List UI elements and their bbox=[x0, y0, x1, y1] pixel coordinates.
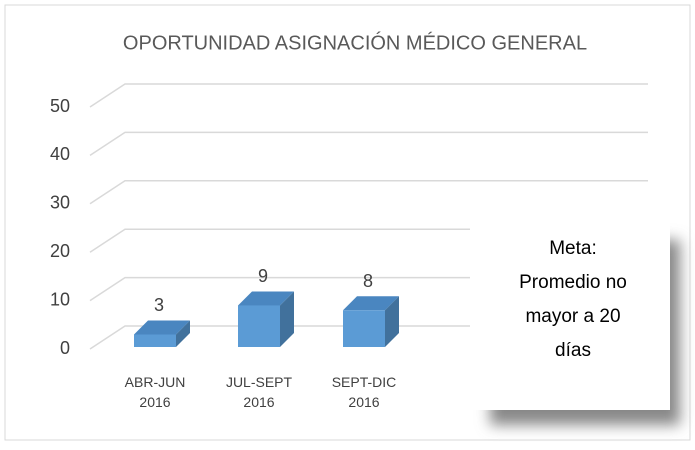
annotation-background bbox=[470, 222, 670, 410]
annotation-text: mayor a 20 bbox=[525, 306, 620, 327]
annotation-text: Meta: bbox=[549, 238, 597, 259]
bar-front bbox=[343, 310, 385, 347]
bar bbox=[134, 320, 190, 347]
bar bbox=[238, 291, 294, 347]
annotation-box: Meta: Promedio no mayor a 20 días bbox=[470, 222, 680, 425]
grid-line bbox=[89, 131, 648, 157]
bar-front bbox=[134, 334, 176, 347]
bar-side bbox=[280, 291, 294, 347]
y-tick-label: 50 bbox=[50, 96, 70, 116]
value-label: 8 bbox=[363, 271, 373, 291]
annotation-text: días bbox=[555, 340, 591, 361]
bar bbox=[343, 296, 399, 347]
x-tick-label: SEPT-DIC 2016 bbox=[332, 374, 397, 410]
x-tick-label: ABR-JUN 2016 bbox=[125, 374, 186, 410]
y-tick-label: 40 bbox=[50, 144, 70, 164]
bar-front bbox=[238, 305, 280, 347]
bar-side bbox=[176, 320, 190, 347]
value-label: 3 bbox=[154, 295, 164, 315]
bar-top bbox=[238, 291, 294, 306]
y-tick-label: 30 bbox=[50, 193, 70, 213]
grid: 0 10 20 30 40 50 ABR-JUN 2016 3 JUL-SEPT 2016 9 SEPT… bbox=[50, 83, 648, 410]
value-label: 9 bbox=[258, 266, 268, 286]
bar-side bbox=[385, 296, 399, 347]
y-tick-label: 20 bbox=[50, 241, 70, 261]
grid-line bbox=[89, 180, 648, 205]
chart-title: OPORTUNIDAD ASIGNACIÓN MÉDICO GENERAL bbox=[123, 31, 587, 54]
annotation-text: Promedio no bbox=[519, 272, 627, 293]
y-tick-label: 10 bbox=[50, 289, 70, 309]
y-tick-label: 0 bbox=[60, 338, 70, 358]
x-tick-label: JUL-SEPT 2016 bbox=[226, 374, 293, 410]
bar-top bbox=[134, 320, 190, 335]
grid-line bbox=[89, 83, 648, 108]
bar-top bbox=[343, 296, 399, 311]
